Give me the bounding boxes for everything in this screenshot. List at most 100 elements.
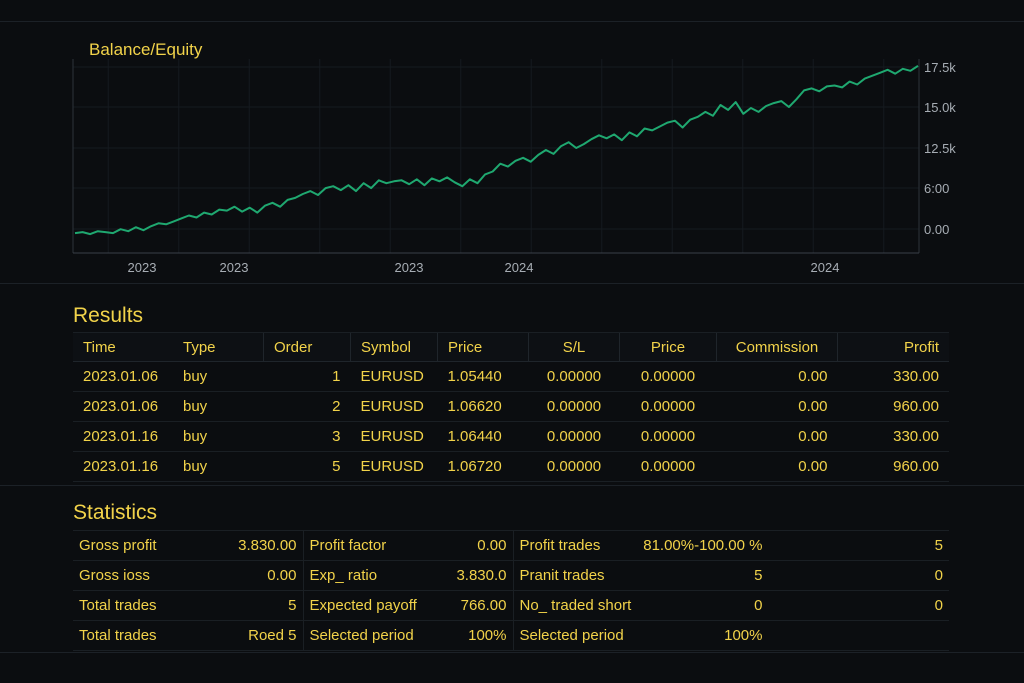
cell-type: buy [173,391,264,422]
y-tick-label: 15.0k [924,100,956,115]
results-divider [0,485,1024,486]
cell-time: 2023.01.16 [73,451,173,482]
stat-label: Gross ioss [73,560,223,591]
cell-commission: 0.00 [716,361,838,392]
cell-commission: 0.00 [716,451,838,482]
stat-label: Exp_ ratio [302,560,443,591]
cell-symbol: EURUSD [350,421,438,452]
stats-row: Gross ioss 0.00 Exp_ ratio 3.830.0 Pranit tr… [73,560,949,591]
stats-row: Total trades Roed 5 Selected period 100% Sel… [73,620,949,651]
equity-line [74,65,919,236]
stat-label: Selected period [512,620,638,651]
stat-value: Roed 5 [223,620,303,651]
stat-value: 0.00 [443,530,513,561]
col-profit[interactable]: Profit [837,332,949,362]
stat-label: Total trades [73,620,223,651]
cell-profit: 960.00 [837,451,949,482]
stat-value: 100% [637,620,769,651]
stat-value: 766.00 [443,590,513,621]
results-table: Time Type Order Symbol Price S/L Price C… [73,332,949,482]
cell-type: buy [173,451,264,482]
chart-canvas: 17.5k 15.0k 12.5k 6:00 0.00 2023 2023 2023 2024 2… [72,59,956,275]
cell-price2: 0.00000 [619,361,717,392]
stat-label: Expected payoff [302,590,443,621]
cell-commission: 0.00 [716,391,838,422]
stat-value: 3.830.00 [223,530,303,561]
x-tick-label: 2024 [505,260,534,275]
cell-commission: 0.00 [716,421,838,452]
stat-value: 100% [443,620,513,651]
statistics-title: Statistics [73,501,158,524]
cell-order: 2 [263,391,351,422]
results-header-row: Time Type Order Symbol Price S/L Price C… [73,332,949,362]
stat-value: 0.00 [223,560,303,591]
col-order[interactable]: Order [263,332,351,362]
col-type[interactable]: Type [173,332,264,362]
table-row[interactable]: 2023.01.06 buy 2 EURUSD 1.06620 0.00000 0.0000… [73,391,949,422]
cell-order: 1 [263,361,351,392]
cell-profit: 330.00 [837,421,949,452]
stat-extra [768,620,949,651]
stat-label: Profit factor [302,530,443,561]
cell-sl: 0.00000 [528,361,620,392]
stat-label: No_ traded short [512,590,638,621]
cell-time: 2023.01.06 [73,391,173,422]
cell-profit: 330.00 [837,361,949,392]
stat-value: 0 [637,590,769,621]
cell-price: 1.05440 [437,361,529,392]
cell-price: 1.06440 [437,421,529,452]
y-tick-label: 17.5k [924,60,956,75]
cell-price2: 0.00000 [619,391,717,422]
y-tick-label: 6:00 [924,181,949,196]
cell-price: 1.06720 [437,451,529,482]
x-tick-label: 2024 [811,260,840,275]
stat-extra: 0 [768,560,949,591]
cell-symbol: EURUSD [350,451,438,482]
cell-symbol: EURUSD [350,361,438,392]
statistics-table: Gross profit 3.830.00 Profit factor 0.00 Pro… [73,530,949,651]
col-price[interactable]: Price [437,332,529,362]
cell-price2: 0.00000 [619,421,717,452]
cell-profit: 960.00 [837,391,949,422]
table-row[interactable]: 2023.01.16 buy 5 EURUSD 1.06720 0.00000 0.0000… [73,451,949,482]
col-sl[interactable]: S/L [528,332,620,362]
y-tick-label: 0.00 [924,222,949,237]
stat-label: Gross profit [73,530,223,561]
results-title: Results [73,304,144,327]
col-price2[interactable]: Price [619,332,717,362]
x-tick-label: 2023 [395,260,424,275]
cell-order: 5 [263,451,351,482]
cell-symbol: EURUSD [350,391,438,422]
col-time[interactable]: Time [73,332,173,362]
cell-sl: 0.00000 [528,391,620,422]
top-divider [0,21,1024,22]
stats-row: Total trades 5 Expected payoff 766.00 No_ tr… [73,590,949,621]
x-tick-label: 2023 [128,260,157,275]
col-commission[interactable]: Commission [716,332,838,362]
stat-label: Pranit trades [512,560,638,591]
stat-extra: 0 [768,590,949,621]
cell-time: 2023.01.06 [73,361,173,392]
chart-divider [0,283,1024,284]
table-row[interactable]: 2023.01.16 buy 3 EURUSD 1.06440 0.00000 0.0000… [73,421,949,452]
stat-value: 3.830.0 [443,560,513,591]
cell-price: 1.06620 [437,391,529,422]
stat-extra: 5 [768,530,949,561]
chart-title: Balance/Equity [89,40,203,59]
stat-value: 5 [223,590,303,621]
stat-label: Total trades [73,590,223,621]
cell-price2: 0.00000 [619,451,717,482]
stat-label: Selected period [302,620,443,651]
x-tick-label: 2023 [220,260,249,275]
cell-sl: 0.00000 [528,421,620,452]
cell-sl: 0.00000 [528,451,620,482]
balance-equity-chart: Balance/Equity 17.5k 15.0k 12.5k 6:00 0.00 20… [0,22,1024,282]
cell-type: buy [173,421,264,452]
y-tick-label: 12.5k [924,141,956,156]
col-symbol[interactable]: Symbol [350,332,438,362]
cell-order: 3 [263,421,351,452]
stat-value: 5 [637,560,769,591]
stat-label: Profit trades [512,530,638,561]
cell-time: 2023.01.16 [73,421,173,452]
table-row[interactable]: 2023.01.06 buy 1 EURUSD 1.05440 0.00000 0.0000… [73,361,949,392]
